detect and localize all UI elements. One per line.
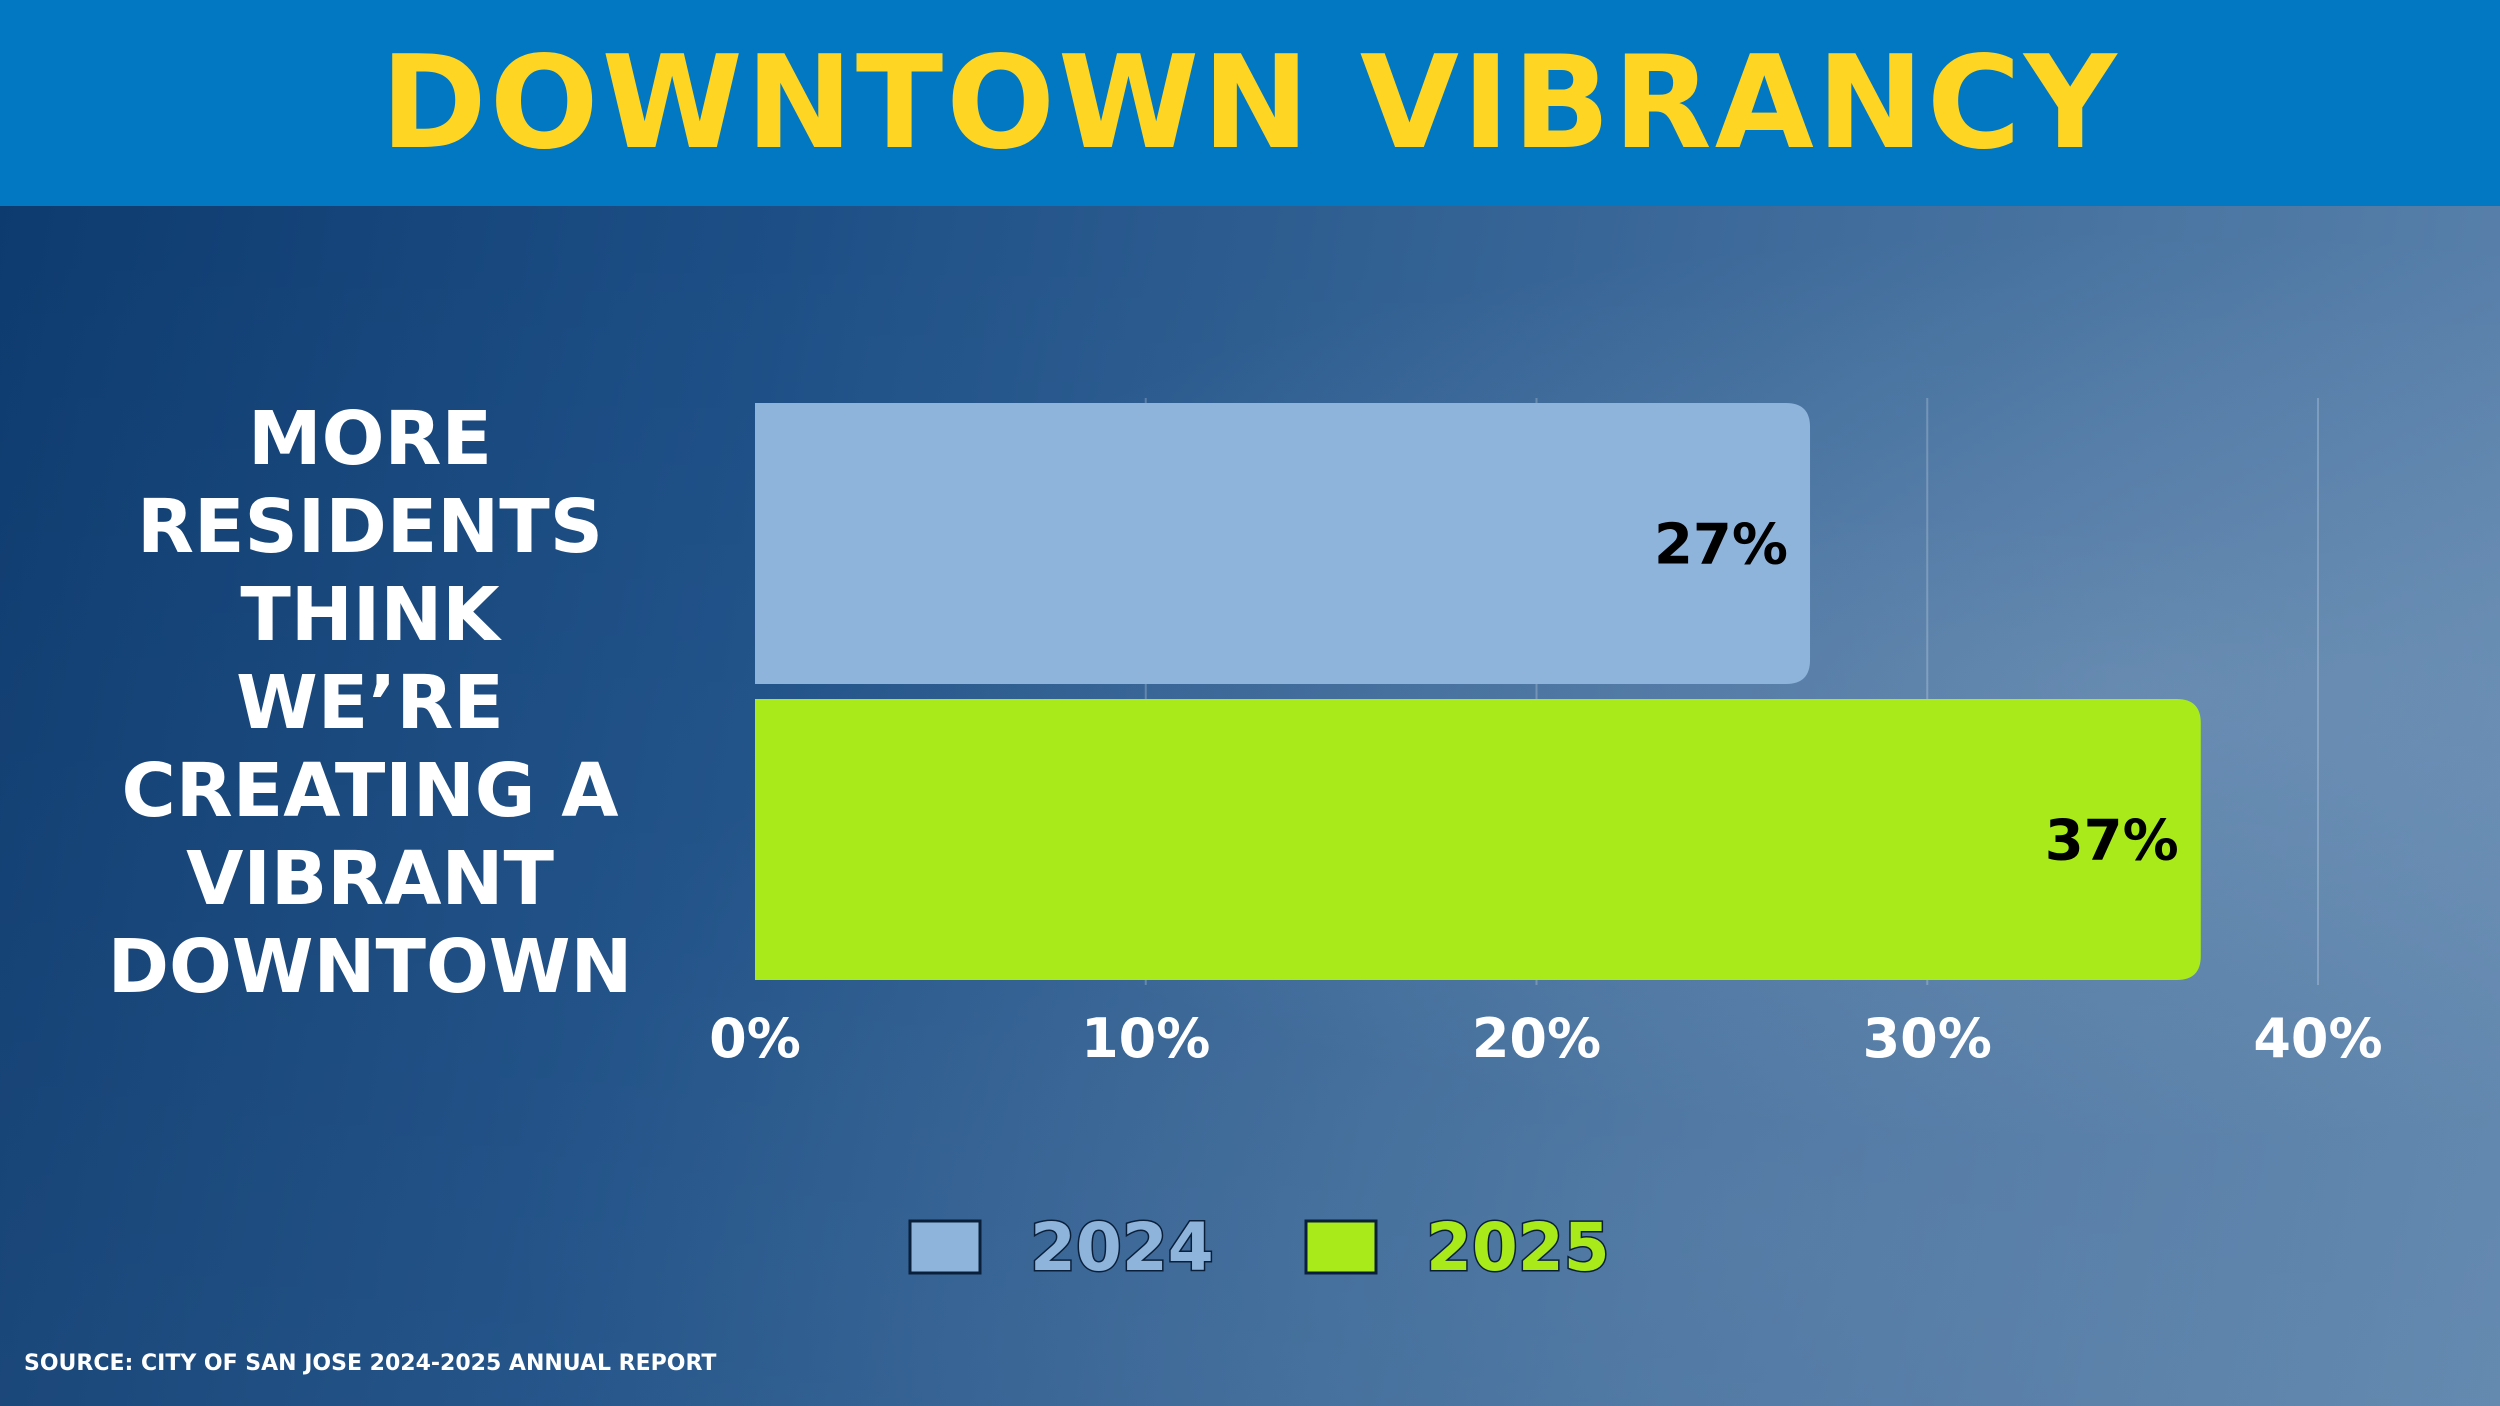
x-tick-label: 0%: [709, 1007, 801, 1070]
page-title: DOWNTOWN VIBRANCY: [380, 28, 2120, 178]
legend-swatch-2024: [908, 1219, 982, 1275]
category-label-line: RESIDENTS: [136, 484, 604, 570]
category-label-line: DOWNTOWN: [107, 924, 633, 1010]
chart-category-label: MORE RESIDENTS THINK WE’RE CREATING A VI…: [60, 395, 680, 1011]
bar-2024: [755, 403, 1811, 684]
legend-swatch-2025: [1304, 1219, 1378, 1275]
category-label-line: VIBRANT: [186, 836, 554, 922]
legend-label: 2024: [1030, 1209, 1214, 1286]
x-tick-label: 10%: [1081, 1007, 1210, 1070]
x-tick-label: 30%: [1863, 1007, 1992, 1070]
legend-label: 2025: [1426, 1209, 1610, 1286]
category-label-line: WE’RE: [236, 660, 504, 746]
x-tick-label: 40%: [2253, 1007, 2382, 1070]
category-label-line: THINK: [240, 572, 500, 658]
bar-2025: [755, 699, 2201, 980]
bar-value-label: 37%: [2045, 809, 2179, 874]
source-note: SOURCE: CITY OF SAN JOSE 2024-2025 ANNUA…: [24, 1351, 717, 1376]
category-label-line: CREATING A: [121, 748, 619, 834]
x-tick-label: 20%: [1472, 1007, 1601, 1070]
bar-value-label: 27%: [1654, 513, 1788, 578]
category-label-line: MORE: [247, 396, 493, 482]
header-banner: DOWNTOWN VIBRANCY: [0, 0, 2500, 206]
